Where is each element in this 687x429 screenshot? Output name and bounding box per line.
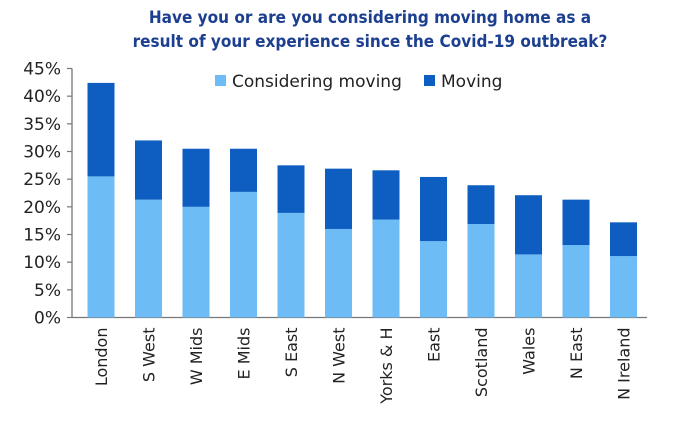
chart-title: Have you or are you considering moving h… xyxy=(37,6,687,54)
y-tick-label: 40% xyxy=(23,87,61,107)
y-tick-label: 25% xyxy=(23,170,61,190)
bar-moving xyxy=(610,222,637,257)
bar-moving xyxy=(420,176,447,242)
bar-moving xyxy=(325,168,352,229)
bar-considering xyxy=(182,206,210,318)
legend-swatch-considering xyxy=(215,75,226,86)
bar-moving xyxy=(87,82,115,177)
x-tick-label: E Mids xyxy=(235,328,254,380)
x-tick-label: N Ireland xyxy=(615,328,634,400)
bar-considering xyxy=(230,191,257,318)
x-tick-label: W Mids xyxy=(187,328,206,386)
y-tick-label: 5% xyxy=(34,281,61,301)
bar-considering xyxy=(610,256,637,318)
y-tick-label: 10% xyxy=(23,253,61,273)
bar-moving xyxy=(562,199,590,246)
y-tick-label: 0% xyxy=(34,309,61,329)
bar-considering xyxy=(372,219,400,318)
x-tick-label: N East xyxy=(567,328,586,380)
bar-considering xyxy=(277,212,305,318)
bar-moving xyxy=(372,170,400,220)
chart-title-line-2: result of your experience since the Covi… xyxy=(132,32,608,52)
x-tick-label: Wales xyxy=(520,328,539,375)
bar-considering xyxy=(135,199,162,318)
x-tick-label: N West xyxy=(330,328,349,384)
x-tick-label: East xyxy=(425,328,444,363)
bar-considering xyxy=(420,241,447,318)
x-tick-label: S East xyxy=(282,328,301,378)
bar-moving xyxy=(467,185,495,224)
y-tick-label: 45% xyxy=(23,60,61,80)
bar-considering xyxy=(515,254,542,318)
bar-considering xyxy=(467,223,495,318)
legend-swatch-moving xyxy=(424,75,435,86)
legend-label-considering: Considering moving xyxy=(232,72,402,92)
bar-considering xyxy=(562,245,590,318)
x-tick-label: London xyxy=(92,328,111,387)
x-tick-label: Scotland xyxy=(472,328,491,398)
bar-moving xyxy=(277,165,305,213)
y-tick-label: 35% xyxy=(23,115,61,135)
bar-moving xyxy=(182,148,210,207)
bar-considering xyxy=(87,176,115,318)
y-tick-label: 20% xyxy=(23,198,61,218)
y-tick-label: 15% xyxy=(23,226,61,246)
bar-moving xyxy=(230,148,257,192)
x-tick-label: Yorks & H xyxy=(377,328,396,405)
bar-moving xyxy=(135,140,162,200)
bar-considering xyxy=(325,228,352,318)
y-tick-label: 30% xyxy=(23,143,61,163)
legend-label-moving: Moving xyxy=(441,72,502,92)
bar-moving xyxy=(515,195,542,255)
x-tick-label: S West xyxy=(140,328,159,383)
chart-title-line-1: Have you or are you considering moving h… xyxy=(148,8,592,28)
